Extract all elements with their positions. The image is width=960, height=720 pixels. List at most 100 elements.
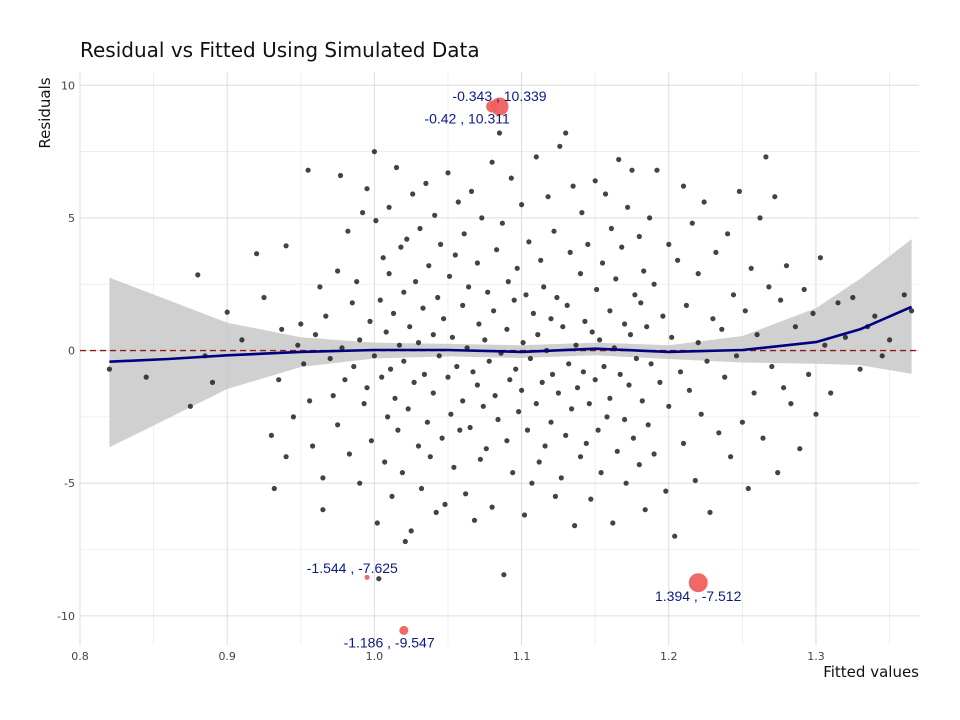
data-point xyxy=(608,225,615,232)
data-point xyxy=(698,411,704,417)
data-point xyxy=(371,149,377,155)
data-point xyxy=(399,470,405,476)
data-point xyxy=(519,387,525,393)
data-point xyxy=(457,427,463,433)
data-point xyxy=(666,241,672,247)
data-point xyxy=(580,369,587,375)
data-point xyxy=(570,183,576,189)
data-point xyxy=(445,374,451,380)
data-point xyxy=(379,374,385,380)
data-point xyxy=(645,422,651,428)
data-point xyxy=(535,332,541,338)
data-point xyxy=(675,257,681,263)
data-point xyxy=(461,231,467,237)
data-point xyxy=(349,300,355,306)
data-point xyxy=(489,504,495,510)
data-point xyxy=(641,268,647,274)
data-point xyxy=(505,279,511,285)
data-point xyxy=(775,470,781,476)
point-label: 1.394 , -7.512 xyxy=(655,588,742,604)
data-point xyxy=(622,416,628,423)
data-point xyxy=(538,257,544,263)
data-point xyxy=(592,377,598,383)
data-point xyxy=(769,363,775,370)
y-tick-label: 5 xyxy=(68,212,75,225)
data-point xyxy=(389,493,395,499)
point-annotations: -0.343 , 10.339 -0.42 , 10.311 -1.544 , -7… xyxy=(307,88,742,650)
data-point xyxy=(346,451,352,457)
data-point xyxy=(261,294,267,301)
data-point xyxy=(909,308,915,314)
data-point xyxy=(683,302,690,308)
data-point xyxy=(467,424,473,431)
data-point xyxy=(477,456,483,462)
data-point xyxy=(310,443,316,449)
data-point xyxy=(504,438,510,444)
data-point xyxy=(672,533,678,539)
data-point xyxy=(704,358,710,364)
data-point xyxy=(364,385,370,391)
data-point xyxy=(446,273,453,279)
data-point xyxy=(337,172,344,179)
data-point xyxy=(395,427,401,433)
data-point xyxy=(751,390,757,396)
data-point xyxy=(577,454,584,460)
data-point xyxy=(817,255,824,261)
data-point xyxy=(421,371,427,377)
data-point xyxy=(501,572,507,578)
data-point xyxy=(339,345,345,351)
data-point xyxy=(616,156,622,163)
highlighted-points xyxy=(364,97,708,635)
data-point xyxy=(323,313,329,319)
data-point xyxy=(572,523,578,529)
data-point xyxy=(486,358,492,364)
data-point xyxy=(569,406,575,412)
data-point xyxy=(625,204,631,210)
data-point xyxy=(566,361,572,367)
data-point xyxy=(660,313,666,319)
data-point xyxy=(842,334,849,340)
data-point xyxy=(754,332,760,338)
data-point xyxy=(496,130,503,136)
data-point xyxy=(432,212,438,218)
data-point xyxy=(393,164,400,171)
data-point xyxy=(526,239,532,245)
data-point xyxy=(564,302,570,308)
data-point xyxy=(361,401,367,407)
data-point xyxy=(901,292,907,298)
data-point xyxy=(480,403,486,409)
data-point xyxy=(695,271,701,277)
data-point xyxy=(716,430,722,436)
data-point xyxy=(283,243,289,249)
data-point xyxy=(563,130,569,136)
data-point xyxy=(586,401,592,407)
data-point xyxy=(411,379,417,385)
data-point xyxy=(436,353,442,359)
data-point xyxy=(239,337,245,343)
data-point xyxy=(382,459,388,465)
x-tick-label: 1.0 xyxy=(366,650,384,663)
y-tick-label: 10 xyxy=(61,79,75,92)
data-point xyxy=(736,188,743,194)
data-point xyxy=(651,451,657,457)
data-point xyxy=(376,576,382,582)
data-point xyxy=(763,154,769,160)
data-point xyxy=(677,369,684,375)
data-point xyxy=(629,167,635,173)
data-point xyxy=(430,332,436,338)
data-point xyxy=(555,390,562,396)
data-point xyxy=(739,419,746,425)
data-point xyxy=(491,308,497,314)
data-point xyxy=(460,302,466,308)
data-point xyxy=(386,271,392,277)
data-point xyxy=(195,272,201,278)
data-point xyxy=(695,340,701,346)
data-point xyxy=(494,247,500,253)
data-point xyxy=(626,382,632,388)
data-point xyxy=(508,175,514,181)
data-point xyxy=(489,159,495,165)
data-point xyxy=(523,292,529,298)
data-point xyxy=(589,329,595,335)
data-point xyxy=(788,401,794,407)
data-point xyxy=(404,236,410,242)
